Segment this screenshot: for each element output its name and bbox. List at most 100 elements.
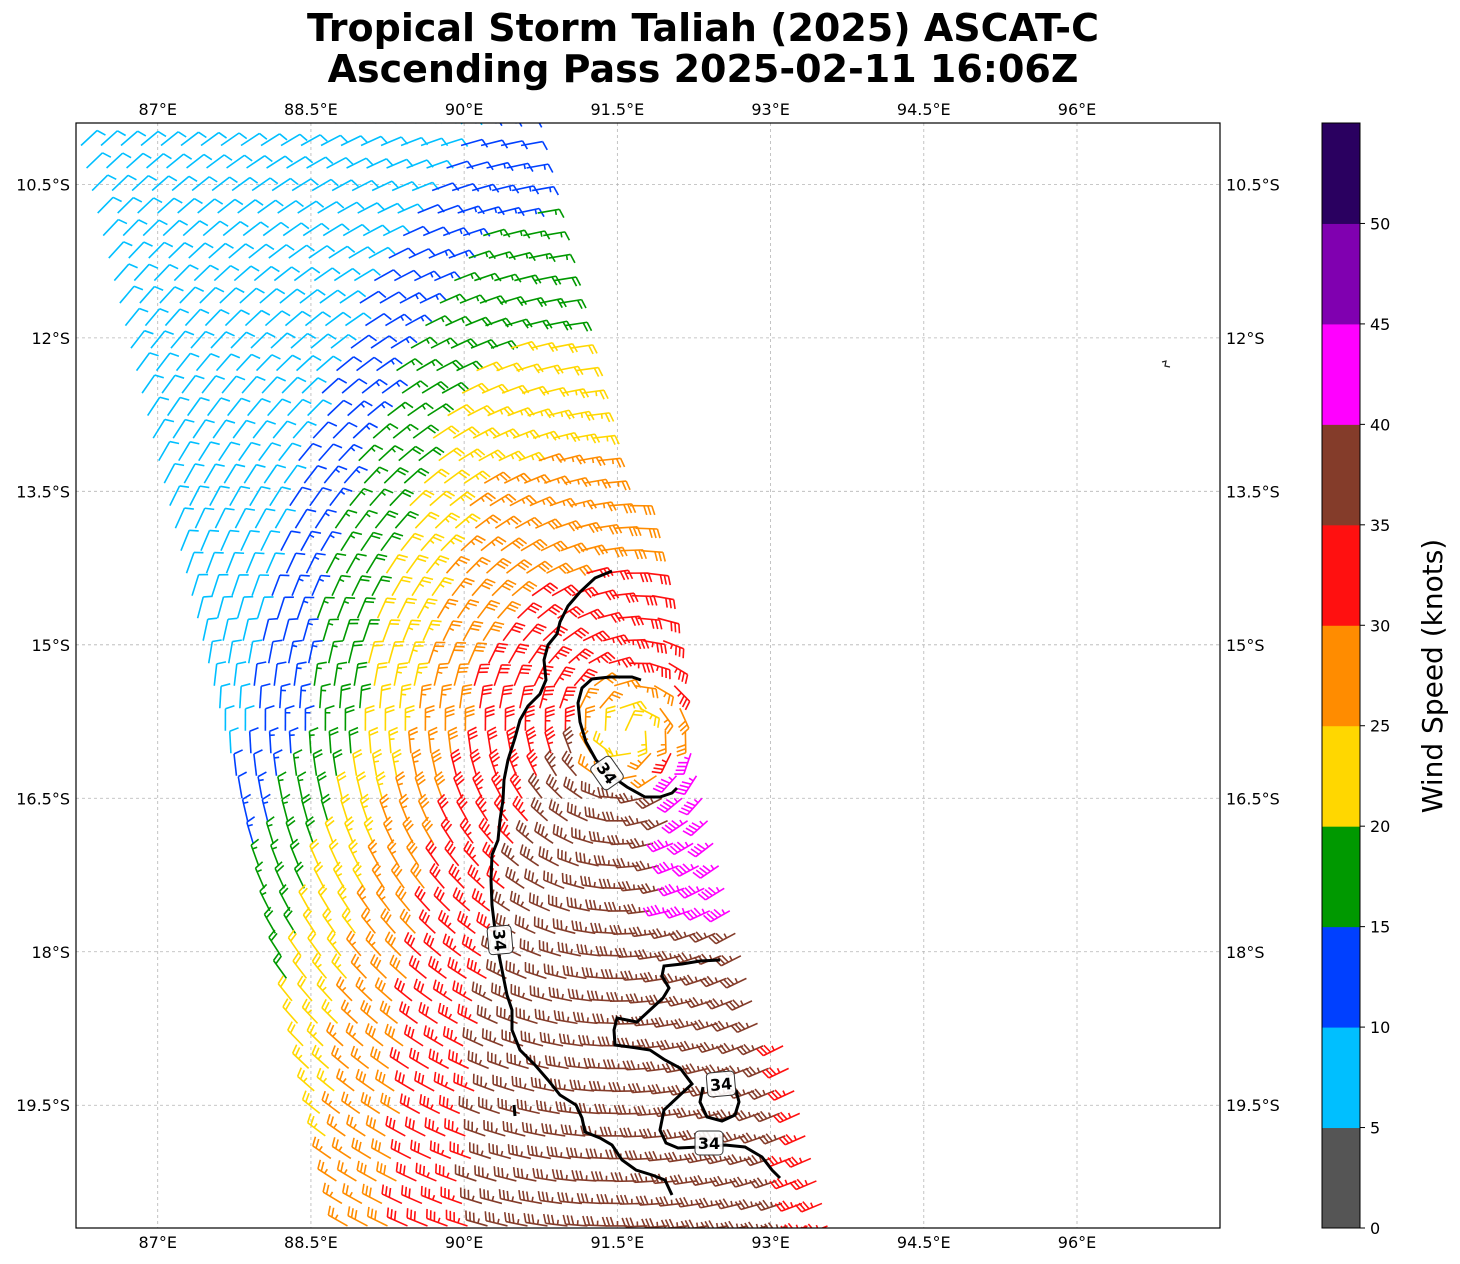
island-outline xyxy=(1161,360,1171,368)
wind-barb xyxy=(248,727,259,754)
wind-barb xyxy=(362,619,380,641)
wind-barb xyxy=(510,340,539,352)
wind-barb xyxy=(214,507,235,529)
wind-barb xyxy=(453,663,470,686)
wind-barb xyxy=(538,940,562,957)
wind-barb xyxy=(395,885,411,912)
wind-barb xyxy=(576,943,601,957)
wind-barb xyxy=(509,771,523,799)
wind-barb xyxy=(282,998,299,1024)
wind-barb xyxy=(390,335,418,349)
lon-tick-label-bottom: 94.5°E xyxy=(897,1233,951,1252)
wind-barb xyxy=(186,153,213,169)
wind-barb xyxy=(128,241,153,259)
wind-barb xyxy=(108,241,133,259)
wind-barb xyxy=(635,527,661,539)
wind-barb xyxy=(511,580,538,597)
wind-barb xyxy=(202,220,229,237)
wind-barb xyxy=(678,797,703,816)
wind-barb xyxy=(547,894,571,912)
wind-barb xyxy=(311,178,339,192)
wind-barb xyxy=(199,286,225,304)
wind-barb xyxy=(331,574,351,597)
wind-barb xyxy=(590,1171,617,1182)
wind-barb xyxy=(355,976,373,1002)
wind-barb xyxy=(272,749,283,776)
wind-barb xyxy=(459,683,473,709)
wind-barb xyxy=(405,554,429,574)
wind-barb xyxy=(365,553,388,574)
wind-barb xyxy=(326,156,354,169)
wind-barb xyxy=(516,1098,540,1115)
wind-barb xyxy=(498,1189,523,1205)
wind-barb xyxy=(359,290,387,304)
wind-barb xyxy=(440,1186,463,1205)
wind-barb xyxy=(592,1013,618,1025)
wind-barb xyxy=(500,537,528,552)
wind-barb xyxy=(80,129,106,147)
wind-barb xyxy=(694,1197,723,1209)
wind-barb xyxy=(626,837,654,849)
wind-barb xyxy=(351,1137,372,1160)
wind-barb xyxy=(425,555,450,574)
wind-barb xyxy=(390,1138,412,1160)
wind-barb xyxy=(614,792,643,804)
wind-barb xyxy=(253,265,280,282)
wind-barb xyxy=(251,177,279,192)
lat-tick-label-left: 16.5°S xyxy=(16,789,70,808)
wind-barb xyxy=(339,290,367,304)
wind-barb xyxy=(538,846,560,867)
wind-barb xyxy=(150,330,174,349)
wind-barb xyxy=(258,442,282,462)
wind-barb xyxy=(302,222,330,237)
wind-barb xyxy=(224,705,235,731)
wind-barb xyxy=(576,366,604,377)
wind-barb xyxy=(233,661,247,686)
colorbar-bin xyxy=(1322,1027,1360,1129)
wind-barb xyxy=(668,929,696,942)
wind-barb xyxy=(386,839,400,867)
wind-barb xyxy=(403,1024,424,1047)
wind-barb xyxy=(400,1185,423,1205)
wind-barb xyxy=(207,639,222,664)
wind-34kt-contours: 34 34 34 34 xyxy=(486,569,782,1196)
colorbar-bin xyxy=(1322,725,1360,827)
wind-barb xyxy=(305,552,326,574)
wind-barb xyxy=(371,180,400,192)
wind-barb xyxy=(354,509,378,529)
wind-barb xyxy=(557,1191,583,1205)
wind-barb xyxy=(344,705,355,731)
wind-barb xyxy=(465,1210,488,1227)
wind-barb xyxy=(519,938,542,957)
wind-barb xyxy=(604,480,631,491)
wind-barb xyxy=(259,683,271,709)
wind-barb xyxy=(368,246,396,259)
wind-barb xyxy=(355,771,367,799)
wind-barb xyxy=(651,594,676,610)
wind-barb xyxy=(331,953,348,979)
wind-barb xyxy=(232,419,256,439)
wind-barb xyxy=(633,1105,660,1117)
wind-barb xyxy=(521,385,550,396)
wind-barb xyxy=(223,463,246,484)
lat-tick-label-right: 15°S xyxy=(1226,636,1265,655)
wind-barb xyxy=(313,661,327,686)
wind-barb xyxy=(561,872,585,890)
wind-barb xyxy=(102,218,128,237)
wind-barb xyxy=(659,707,674,735)
wind-barb xyxy=(490,889,511,912)
wind-barb xyxy=(703,908,731,923)
wind-barb xyxy=(652,775,678,793)
wind-barb xyxy=(466,957,487,980)
wind-barb xyxy=(317,1159,337,1182)
wind-barb xyxy=(608,1081,635,1093)
lon-tick-label-bottom: 93°E xyxy=(751,1233,789,1252)
wind-barb xyxy=(280,133,308,147)
wind-barb xyxy=(242,221,269,237)
wind-barb xyxy=(544,705,555,731)
wind-barb xyxy=(190,330,215,349)
wind-barb xyxy=(596,1193,622,1205)
wind-barb xyxy=(371,861,385,889)
wind-barb xyxy=(675,775,698,796)
wind-barb xyxy=(379,793,390,822)
